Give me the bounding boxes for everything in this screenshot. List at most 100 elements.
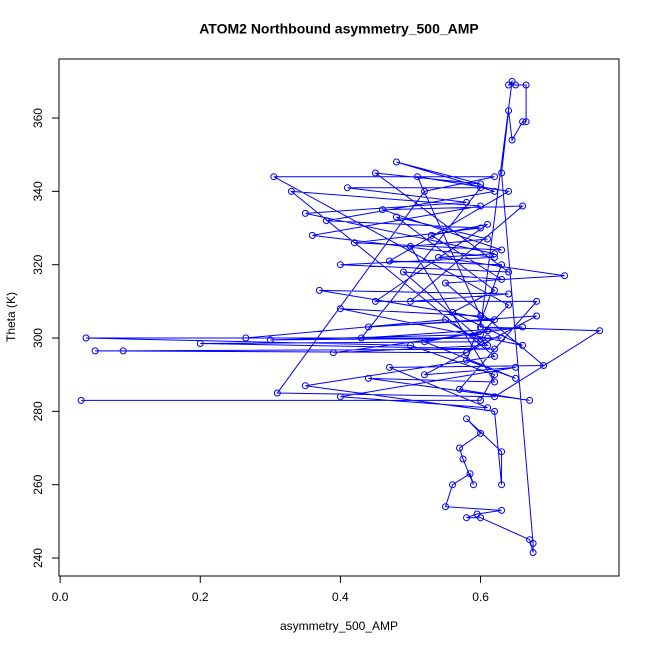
data-point xyxy=(442,503,450,511)
data-point xyxy=(526,536,534,544)
data-point xyxy=(491,187,499,195)
data-point xyxy=(498,481,506,489)
data-point xyxy=(273,389,281,397)
data-point xyxy=(491,250,499,258)
data-point xyxy=(427,231,435,239)
data-point xyxy=(491,253,499,261)
data-point xyxy=(336,393,344,401)
data-point xyxy=(477,338,485,346)
data-point xyxy=(529,549,537,557)
y-tick-label: 340 xyxy=(31,181,45,201)
data-point xyxy=(456,385,464,393)
data-point xyxy=(385,363,393,371)
data-point xyxy=(519,202,527,210)
data-line xyxy=(81,79,602,553)
y-tick-label: 300 xyxy=(31,328,45,348)
data-point xyxy=(242,334,250,342)
data-point xyxy=(315,286,323,294)
data-point xyxy=(77,396,85,404)
y-tick-label: 320 xyxy=(31,254,45,274)
data-point xyxy=(477,312,485,320)
data-point xyxy=(512,363,520,371)
data-point xyxy=(371,169,379,177)
data-point xyxy=(477,429,485,437)
data-point xyxy=(399,268,407,276)
data-point xyxy=(491,286,499,294)
data-point xyxy=(385,257,393,265)
data-point xyxy=(561,272,569,280)
data-point xyxy=(357,334,365,342)
chart-title: ATOM2 Northbound asymmetry_500_AMP xyxy=(199,21,479,37)
data-point xyxy=(287,187,295,195)
data-point xyxy=(463,356,471,364)
data-point xyxy=(413,173,421,181)
data-point xyxy=(371,297,379,305)
data-point xyxy=(392,213,400,221)
data-point xyxy=(477,396,485,404)
data-point xyxy=(449,481,457,489)
data-point xyxy=(498,275,506,283)
data-point xyxy=(596,327,604,335)
data-point xyxy=(498,246,506,254)
data-point xyxy=(477,330,485,338)
data-point xyxy=(484,220,492,228)
data-point xyxy=(498,261,506,269)
data-point xyxy=(420,338,428,346)
data-point xyxy=(477,514,485,522)
x-tick-label: 0.4 xyxy=(332,590,349,604)
data-point xyxy=(466,470,474,478)
data-point xyxy=(463,349,471,357)
data-point xyxy=(508,136,516,144)
data-point xyxy=(364,374,372,382)
plot-frame xyxy=(58,58,620,577)
data-point xyxy=(484,327,492,335)
data-point xyxy=(266,336,274,344)
data-point xyxy=(473,510,481,518)
data-point xyxy=(519,323,527,331)
y-tick-label: 360 xyxy=(31,108,45,128)
data-point xyxy=(442,316,450,324)
data-point xyxy=(442,279,450,287)
data-point xyxy=(498,506,506,514)
data-point xyxy=(484,235,492,243)
data-point xyxy=(505,81,513,89)
x-tick-label: 0.2 xyxy=(192,590,209,604)
data-point xyxy=(336,261,344,269)
data-point xyxy=(420,371,428,379)
data-point xyxy=(505,290,513,298)
data-point xyxy=(420,187,428,195)
data-point xyxy=(392,158,400,166)
data-point xyxy=(526,396,534,404)
data-point xyxy=(491,173,499,181)
data-point xyxy=(505,107,513,115)
data-point xyxy=(505,301,513,309)
data-point xyxy=(508,77,516,85)
data-point xyxy=(491,345,499,353)
data-point xyxy=(406,242,414,250)
data-point xyxy=(463,514,471,522)
data-point xyxy=(522,118,530,126)
data-point xyxy=(540,362,548,370)
data-point xyxy=(350,239,358,247)
data-point xyxy=(470,481,478,489)
data-point xyxy=(329,349,337,357)
data-point xyxy=(336,305,344,313)
data-point xyxy=(498,169,506,177)
y-tick-label: 260 xyxy=(31,474,45,494)
data-point xyxy=(519,341,527,349)
data-point xyxy=(498,448,506,456)
data-point xyxy=(519,118,527,126)
data-point xyxy=(477,224,485,232)
data-point xyxy=(91,347,99,355)
data-point xyxy=(533,297,541,305)
data-point xyxy=(82,334,90,342)
data-point xyxy=(196,340,204,348)
data-point xyxy=(308,231,316,239)
data-point xyxy=(463,198,471,206)
data-point xyxy=(301,382,309,390)
data-point xyxy=(491,378,499,386)
y-axis-label: Theta (K) xyxy=(4,292,18,342)
data-point xyxy=(364,323,372,331)
